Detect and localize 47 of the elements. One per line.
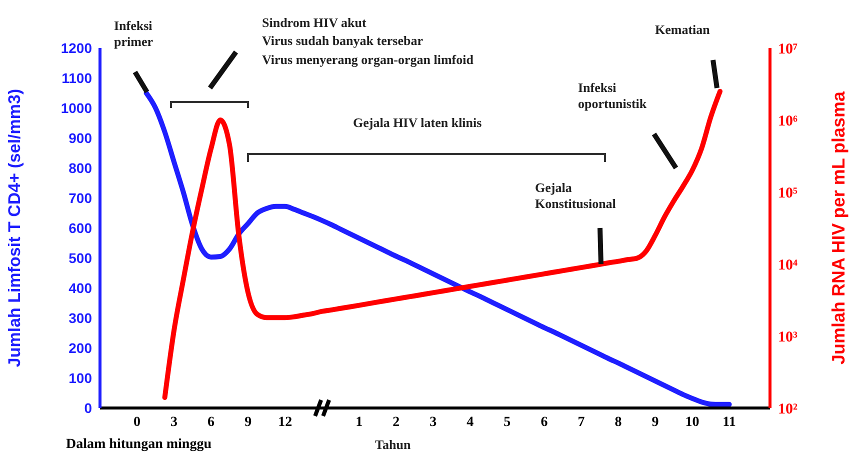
y-tick-label: 400 bbox=[68, 280, 92, 296]
y-tick-label: 100 bbox=[68, 370, 92, 386]
y2-tick-label: 10⁵ bbox=[778, 185, 798, 202]
x-tick-label: 5 bbox=[504, 414, 511, 430]
x-tick-label: 4 bbox=[466, 414, 474, 430]
y-tick-label: 1100 bbox=[62, 70, 92, 86]
x-tick-label: 11 bbox=[722, 414, 736, 430]
text: Sindrom HIV akut bbox=[262, 15, 366, 31]
x-axis-title: Dalam hitungan minggu bbox=[66, 437, 212, 453]
text: Tahun bbox=[375, 437, 411, 453]
x-tick-label: 10 bbox=[685, 414, 700, 430]
annotation: Virus menyerang organ-organ limfoid bbox=[262, 52, 474, 68]
y2-axis-title: Jumlah RNA HIV per mL plasma bbox=[828, 90, 848, 365]
x-tick-label: 8 bbox=[614, 414, 622, 430]
y2-tick-label: 10² bbox=[778, 401, 798, 418]
x-tick-label: 9 bbox=[244, 414, 252, 430]
y-tick-label: 500 bbox=[68, 250, 92, 266]
y-tick-label: 1000 bbox=[60, 100, 92, 116]
annotation: Virus sudah banyak tersebar bbox=[262, 33, 423, 49]
y-tick-label: 900 bbox=[68, 130, 92, 146]
y2-tick-label: 10⁷ bbox=[778, 41, 798, 58]
x-tick-label: 3 bbox=[430, 414, 437, 430]
x-tick-label: 0 bbox=[134, 414, 141, 430]
y-tick-label: 300 bbox=[68, 310, 92, 326]
text: Kematian bbox=[655, 22, 710, 38]
x-tick-label: 1 bbox=[356, 414, 363, 430]
x-tick-label: 6 bbox=[540, 414, 548, 430]
annotation: Gejala Konstitusional bbox=[535, 180, 617, 212]
x-tick-label: 3 bbox=[170, 414, 178, 430]
x-tick-label: 6 bbox=[208, 414, 215, 430]
x-tick-label: 12 bbox=[278, 414, 292, 430]
y-tick-label: 200 bbox=[68, 340, 92, 356]
x-tick-label: 7 bbox=[578, 414, 585, 430]
y2-tick-label: 10⁴ bbox=[778, 257, 798, 274]
y-axis-title: Jumlah Limfosit T CD4+ (sel/mm3) bbox=[5, 88, 24, 368]
y-tick-label: 600 bbox=[68, 220, 92, 236]
annotation: Gejala HIV laten klinis bbox=[353, 115, 482, 131]
y-tick-label: 800 bbox=[68, 160, 92, 176]
x-tick-label: 9 bbox=[652, 414, 659, 430]
y-tick-label: 0 bbox=[84, 400, 92, 416]
annotation: Infeksi oportunistik bbox=[578, 80, 648, 112]
y-tick-label: 1200 bbox=[60, 40, 92, 56]
y2-tick-label: 10⁶ bbox=[778, 113, 798, 130]
x-tick-label: 2 bbox=[392, 414, 400, 430]
y-tick-label: 700 bbox=[68, 190, 92, 206]
annotation: Infeksi primer bbox=[114, 18, 154, 50]
y2-tick-label: 10³ bbox=[778, 329, 798, 346]
